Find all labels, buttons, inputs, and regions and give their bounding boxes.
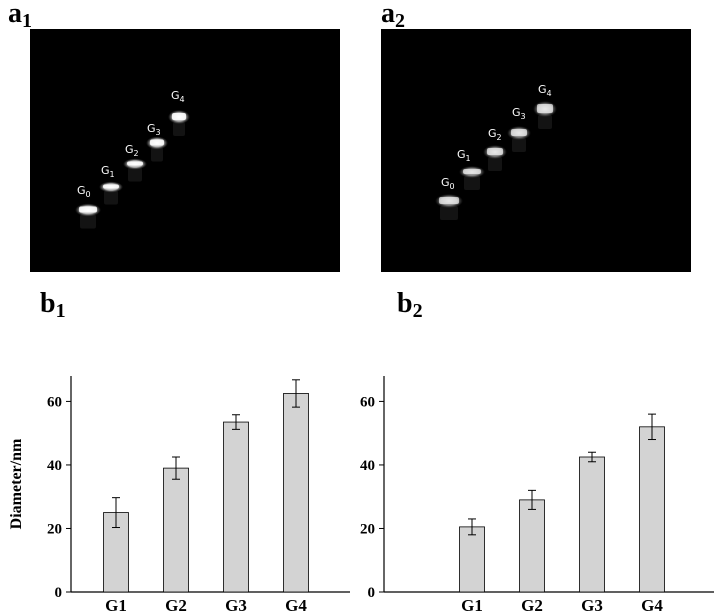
gel-band-core <box>487 148 503 155</box>
lane-label: G3 <box>147 122 161 137</box>
lane-label: G1 <box>101 164 115 179</box>
bar <box>459 526 485 593</box>
band-smear <box>104 190 118 205</box>
band-smear <box>128 167 142 182</box>
x-tick-label: G1 <box>105 596 127 615</box>
panel-label-a2: a2 <box>381 0 405 31</box>
band-smear <box>151 147 163 162</box>
y-axis-label: Diameter/nm <box>8 438 25 529</box>
band-smear <box>512 138 526 152</box>
panel-sub: 1 <box>22 10 32 32</box>
panel-label-b2: b2 <box>397 288 423 322</box>
gel-band-core <box>127 161 143 166</box>
bar <box>639 426 665 593</box>
gel-background <box>381 29 691 272</box>
x-tick-label: G2 <box>521 596 543 615</box>
gel-image-2: G0 G1 G2 G3 G4 <box>381 29 691 272</box>
lane-label: G4 <box>171 89 185 104</box>
band-smear <box>440 206 458 220</box>
bar <box>519 499 545 593</box>
gel-band-core <box>79 206 97 213</box>
panel-sub: 2 <box>412 300 423 322</box>
x-tick-label: G4 <box>285 596 307 615</box>
band-smear <box>538 115 552 129</box>
band-smear <box>80 214 96 229</box>
bar <box>223 421 249 593</box>
y-tick-label: 0 <box>368 585 376 601</box>
panel-label-a1: a1 <box>8 0 32 31</box>
y-tick-label: 0 <box>55 585 63 601</box>
lane-label: G3 <box>512 106 526 121</box>
panel-sub: 1 <box>55 300 66 322</box>
bar <box>163 467 189 593</box>
gel-svg: G0 G1 G2 G3 G4 <box>30 29 340 272</box>
panel-sub: 2 <box>395 10 405 32</box>
gel-band-core <box>537 104 553 113</box>
x-tick-label: G2 <box>165 596 187 615</box>
y-tick-label: 40 <box>47 458 62 474</box>
bar <box>579 456 605 593</box>
panel-letter: a <box>381 0 395 29</box>
x-tick-label: G3 <box>225 596 247 615</box>
lane-label: G1 <box>457 148 471 163</box>
x-tick-label: G1 <box>461 596 483 615</box>
bar <box>283 393 309 593</box>
gel-band-core <box>511 129 527 136</box>
panel-letter: a <box>8 0 22 29</box>
lane-label: G2 <box>125 143 139 158</box>
band-smear <box>464 176 480 190</box>
y-tick-label: 60 <box>360 394 375 410</box>
y-tick-label: 60 <box>47 394 62 410</box>
band-smear <box>488 157 502 171</box>
lane-label: G4 <box>538 83 552 98</box>
panel-letter: b <box>397 288 413 319</box>
gel-image-1: G0 G1 G2 G3 G4 <box>30 29 340 272</box>
band-smear <box>173 122 185 136</box>
panel-letter: b <box>40 288 56 319</box>
y-tick-label: 40 <box>360 458 375 474</box>
lane-label: G2 <box>488 127 502 142</box>
gel-band-core <box>463 169 481 174</box>
gel-band-core <box>439 197 459 204</box>
x-tick-label: G3 <box>581 596 603 615</box>
x-tick-label: G4 <box>641 596 663 615</box>
y-tick-label: 20 <box>47 521 62 537</box>
panel-label-b1: b1 <box>40 288 66 322</box>
gel-band-core <box>150 139 164 146</box>
gel-background <box>30 29 340 272</box>
y-tick-label: 20 <box>360 521 375 537</box>
gel-band-core <box>172 113 186 120</box>
gel-band-core <box>103 184 119 189</box>
lane-label: G0 <box>77 184 91 199</box>
lane-label: G0 <box>441 176 455 191</box>
bar-chart-b1: 0 20 40 60 Diameter/nm G1 G2 G3 G4 <box>8 376 350 615</box>
